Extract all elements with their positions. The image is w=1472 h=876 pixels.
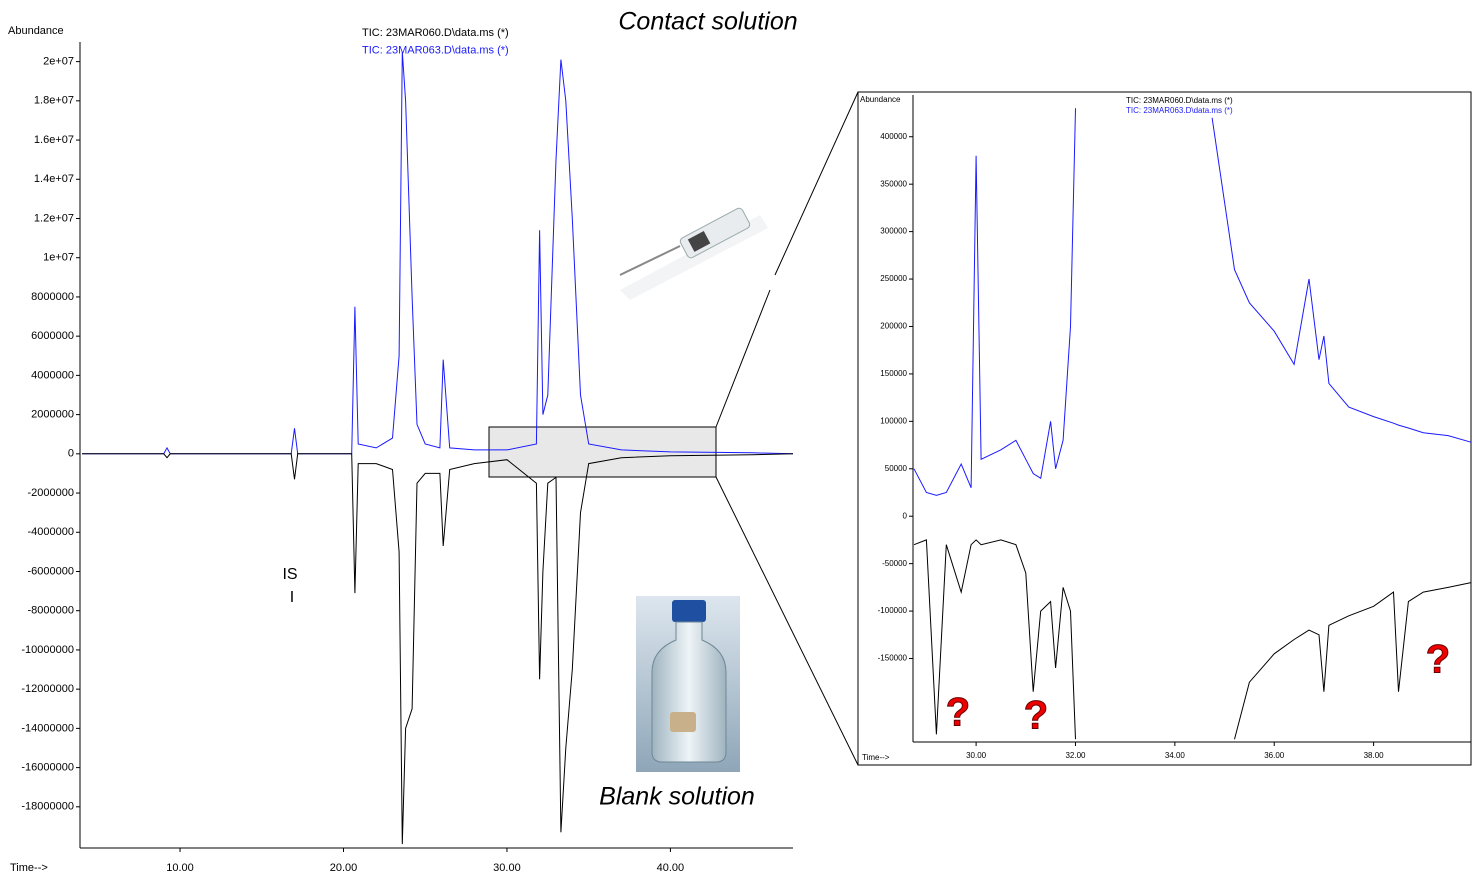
x-axis-label: Time--> [862, 753, 890, 762]
y-tick-label: -150000 [878, 654, 908, 663]
y-tick-label: 400000 [880, 132, 907, 141]
y-axis-label: Abundance [860, 95, 901, 104]
y-tick-label: 2000000 [31, 409, 74, 421]
x-tick-label: 38.00 [1364, 751, 1385, 760]
y-tick-label: 200000 [880, 322, 907, 331]
x-axis-label: Time--> [10, 862, 48, 874]
legend-entry: TIC: 23MAR060.D\data.ms (*) [1126, 96, 1233, 105]
y-tick-label: 150000 [880, 369, 907, 378]
x-tick-label: 40.00 [657, 862, 685, 874]
legend-entry: TIC: 23MAR063.D\data.ms (*) [362, 45, 509, 57]
y-axis-label: Abundance [8, 25, 64, 37]
y-tick-label: 0 [903, 511, 908, 520]
x-tick-label: 36.00 [1264, 751, 1285, 760]
y-tick-label: -8000000 [28, 605, 75, 617]
x-tick-label: 10.00 [166, 862, 194, 874]
y-tick-label: -100000 [878, 606, 908, 615]
y-tick-label: -16000000 [21, 762, 74, 774]
y-tick-label: 1.8e+07 [34, 95, 74, 107]
y-tick-label: 8000000 [31, 291, 74, 303]
series-line [913, 539, 1472, 740]
x-tick-label: 34.00 [1165, 751, 1186, 760]
y-tick-label: 50000 [885, 464, 908, 473]
series-line [82, 453, 794, 845]
annotation: ? [1426, 638, 1450, 682]
bottle-image [636, 596, 740, 772]
y-tick-label: -50000 [882, 559, 907, 568]
series-line [913, 108, 1472, 496]
x-tick-label: 30.00 [966, 751, 987, 760]
legend-entry: TIC: 23MAR060.D\data.ms (*) [362, 27, 509, 39]
y-tick-label: 1.2e+07 [34, 212, 74, 224]
connector [715, 289, 771, 428]
y-tick-label: 1.6e+07 [34, 134, 74, 146]
y-tick-label: -18000000 [21, 801, 74, 813]
y-tick-label: -14000000 [21, 722, 74, 734]
annotation: ? [1024, 694, 1048, 738]
y-tick-label: 250000 [880, 274, 907, 283]
connector [774, 91, 859, 276]
y-tick-label: 100000 [880, 416, 907, 425]
y-tick-label: 1e+07 [43, 252, 74, 264]
x-tick-label: 30.00 [493, 862, 521, 874]
annotation: I [290, 589, 294, 606]
y-tick-label: 4000000 [31, 369, 74, 381]
x-tick-label: 32.00 [1065, 751, 1086, 760]
y-tick-label: -12000000 [21, 683, 74, 695]
x-tick-label: 20.00 [330, 862, 358, 874]
y-tick-label: 2e+07 [43, 56, 74, 68]
y-tick-label: 0 [68, 448, 74, 460]
y-tick-label: -2000000 [28, 487, 75, 499]
y-tick-label: 350000 [880, 179, 907, 188]
y-tick-label: -10000000 [21, 644, 74, 656]
syringe-image [619, 207, 768, 300]
annotation: ? [946, 691, 970, 735]
y-tick-label: -6000000 [28, 565, 75, 577]
annotation: Blank solution [599, 783, 755, 811]
legend-entry: TIC: 23MAR063.D\data.ms (*) [1126, 106, 1233, 115]
annotation: Contact solution [618, 8, 797, 36]
y-tick-label: 300000 [880, 227, 907, 236]
annotation: IS [282, 566, 297, 583]
connector [715, 476, 859, 766]
inset-panel [857, 91, 1472, 766]
y-tick-label: -4000000 [28, 526, 75, 538]
y-tick-label: 6000000 [31, 330, 74, 342]
y-tick-label: 1.4e+07 [34, 173, 74, 185]
